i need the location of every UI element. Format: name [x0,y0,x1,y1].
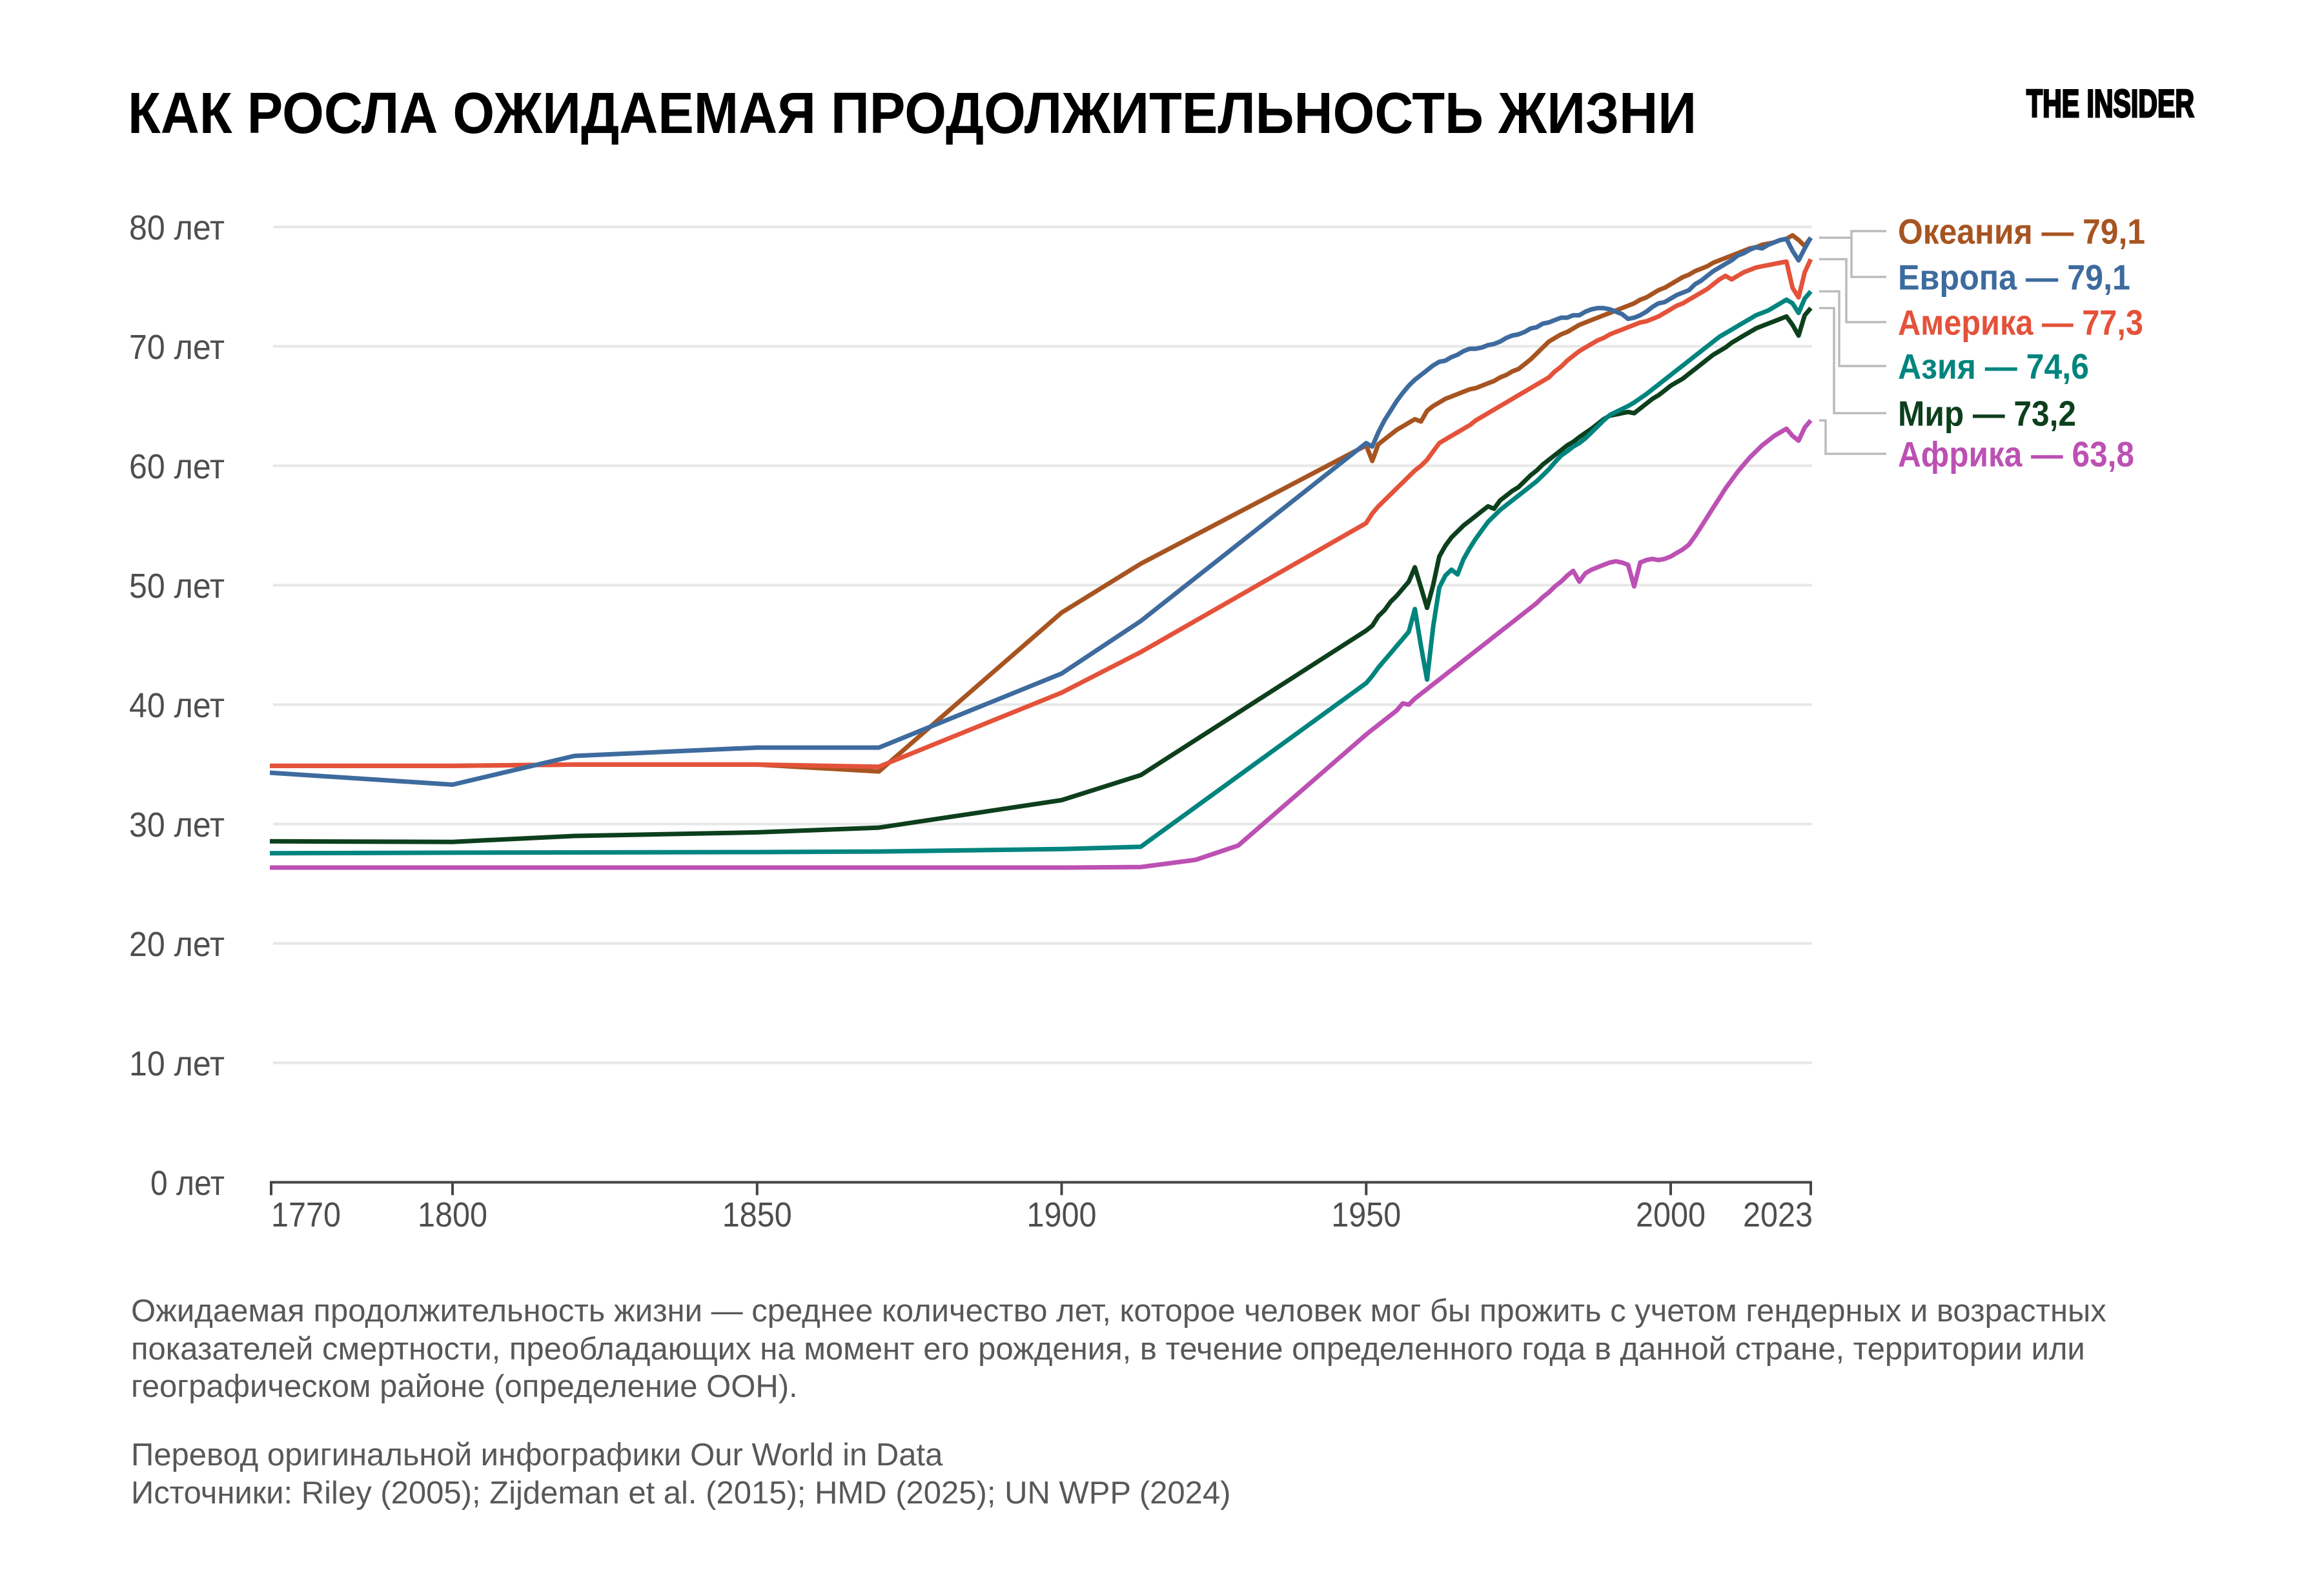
svg-text:0 лет: 0 лет [150,1164,225,1203]
svg-text:50 лет: 50 лет [129,567,225,606]
svg-text:30 лет: 30 лет [129,806,225,844]
svg-text:1900: 1900 [1027,1196,1097,1234]
svg-text:Азия — 74,6: Азия — 74,6 [1898,347,2089,387]
svg-text:Америка — 77,3: Америка — 77,3 [1898,303,2143,343]
svg-text:Мир — 73,2: Мир — 73,2 [1898,394,2076,434]
svg-text:THE INSIDER: THE INSIDER [2026,82,2194,125]
svg-text:КАК РОСЛА ОЖИДАЕМАЯ ПРОДОЛЖИТЕ: КАК РОСЛА ОЖИДАЕМАЯ ПРОДОЛЖИТЕЛЬНОСТЬ ЖИ… [128,81,1697,146]
svg-text:Океания — 79,1: Океания — 79,1 [1898,212,2145,252]
svg-text:10 лет: 10 лет [129,1044,225,1083]
svg-text:1950: 1950 [1331,1196,1401,1234]
svg-text:40 лет: 40 лет [129,686,225,725]
svg-text:1800: 1800 [418,1196,487,1234]
svg-text:2023: 2023 [1743,1196,1813,1234]
svg-text:80 лет: 80 лет [129,209,225,247]
svg-text:1850: 1850 [722,1196,792,1234]
svg-text:Европа — 79,1: Европа — 79,1 [1898,258,2130,298]
svg-text:2000: 2000 [1636,1196,1706,1234]
svg-text:Африка — 63,8: Африка — 63,8 [1898,434,2134,474]
svg-text:20 лет: 20 лет [129,925,225,964]
svg-text:60 лет: 60 лет [129,447,225,486]
svg-text:70 лет: 70 лет [129,328,225,367]
svg-text:1770: 1770 [271,1196,341,1234]
